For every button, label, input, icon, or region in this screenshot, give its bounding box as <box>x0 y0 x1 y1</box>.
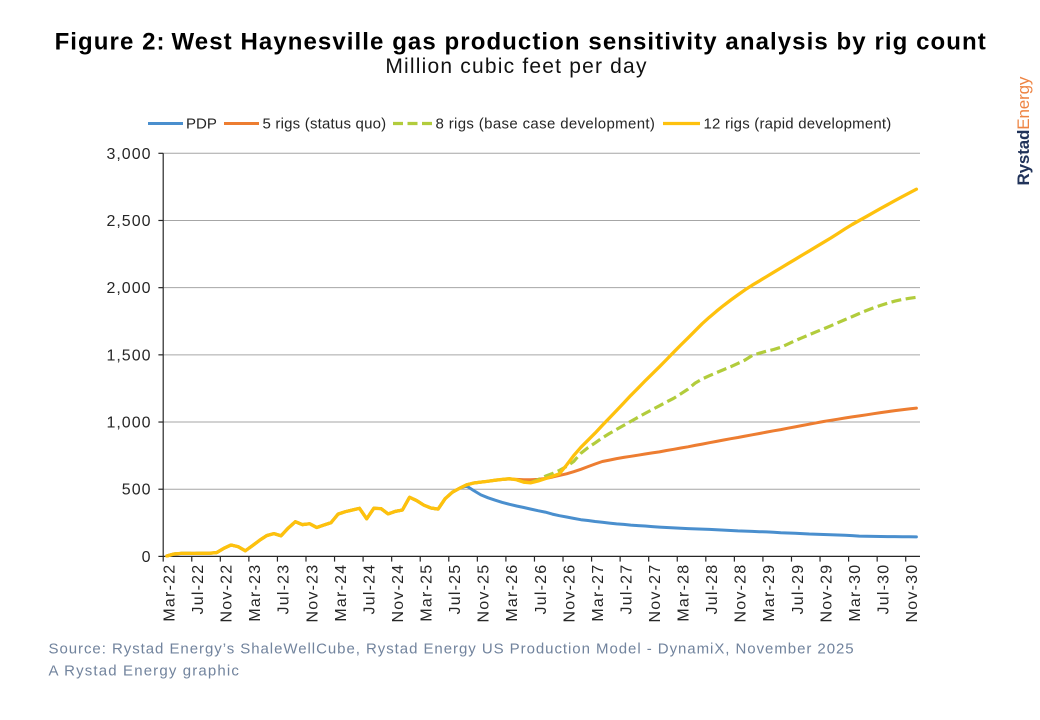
svg-text:Jul-24: Jul-24 <box>361 564 378 615</box>
svg-text:Jul-22: Jul-22 <box>190 564 207 615</box>
svg-text:Nov-25: Nov-25 <box>476 564 493 623</box>
svg-text:Mar-23: Mar-23 <box>247 564 264 622</box>
svg-text:0: 0 <box>142 549 152 566</box>
svg-text:A Rystad Energy graphic: A Rystad Energy graphic <box>49 662 241 679</box>
svg-text:3,000: 3,000 <box>106 146 151 163</box>
svg-text:2,000: 2,000 <box>106 280 151 297</box>
svg-text:Source: Rystad Energy’s ShaleW: Source: Rystad Energy’s ShaleWellCube, R… <box>49 640 855 657</box>
svg-text:Jul-25: Jul-25 <box>447 564 464 615</box>
svg-text:Jul-28: Jul-28 <box>704 564 721 615</box>
svg-text:Figure 2: West Haynesville gas: Figure 2: West Haynesville gas productio… <box>55 28 987 55</box>
svg-text:PDP: PDP <box>186 116 217 133</box>
svg-text:Mar-28: Mar-28 <box>676 564 693 622</box>
svg-text:5 rigs (status quo): 5 rigs (status quo) <box>263 116 387 133</box>
svg-text:Mar-24: Mar-24 <box>333 564 350 622</box>
svg-text:Nov-24: Nov-24 <box>390 564 407 623</box>
svg-text:Jul-27: Jul-27 <box>618 564 635 615</box>
svg-text:1,000: 1,000 <box>106 415 151 432</box>
svg-text:Nov-29: Nov-29 <box>818 564 835 623</box>
svg-text:Mar-26: Mar-26 <box>504 564 521 622</box>
svg-text:Nov-30: Nov-30 <box>904 564 921 623</box>
svg-text:Mar-27: Mar-27 <box>590 564 607 622</box>
svg-text:Mar-29: Mar-29 <box>761 564 778 622</box>
svg-text:Nov-22: Nov-22 <box>219 564 236 623</box>
svg-text:Mar-22: Mar-22 <box>162 564 179 622</box>
svg-text:Nov-27: Nov-27 <box>647 564 664 623</box>
svg-text:Jul-29: Jul-29 <box>790 564 807 615</box>
svg-text:2,500: 2,500 <box>106 213 151 230</box>
svg-text:Jul-23: Jul-23 <box>276 564 293 615</box>
svg-text:Mar-25: Mar-25 <box>419 564 436 622</box>
svg-text:Million cubic feet per day: Million cubic feet per day <box>385 55 647 78</box>
svg-text:Jul-30: Jul-30 <box>876 564 893 615</box>
svg-text:Nov-26: Nov-26 <box>561 564 578 623</box>
svg-text:Nov-28: Nov-28 <box>733 564 750 623</box>
svg-text:12 rigs (rapid development): 12 rigs (rapid development) <box>704 116 892 133</box>
svg-text:Mar-30: Mar-30 <box>847 564 864 622</box>
svg-text:Jul-26: Jul-26 <box>533 564 550 615</box>
svg-text:1,500: 1,500 <box>106 347 151 364</box>
svg-text:RystadEnergy: RystadEnergy <box>1014 76 1033 185</box>
svg-text:Nov-23: Nov-23 <box>304 564 321 623</box>
svg-text:500: 500 <box>122 482 152 499</box>
svg-text:8 rigs (base case development): 8 rigs (base case development) <box>436 116 656 133</box>
